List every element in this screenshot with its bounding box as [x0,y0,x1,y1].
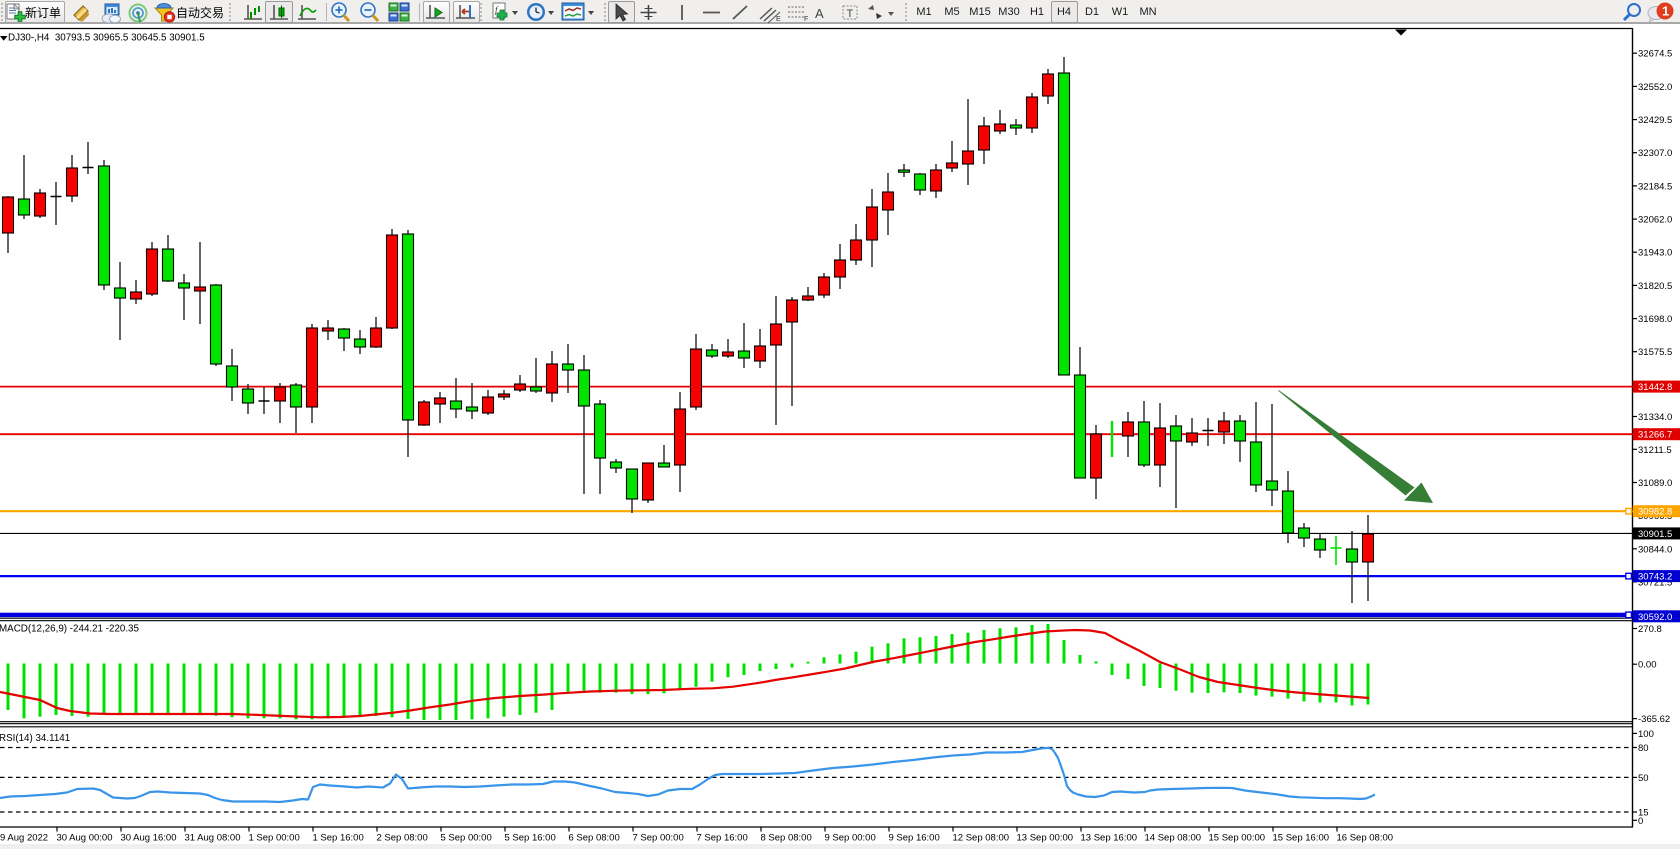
svg-text:31575.5: 31575.5 [1638,347,1672,358]
svg-text:E: E [776,16,781,23]
svg-text:RSI(14) 34.1141: RSI(14) 34.1141 [0,733,70,744]
svg-text:13 Sep 16:00: 13 Sep 16:00 [1081,833,1138,844]
svg-text:f: f [495,5,499,15]
svg-text:15 Sep 00:00: 15 Sep 00:00 [1209,833,1266,844]
svg-text:31089.0: 31089.0 [1638,478,1672,489]
svg-text:30721.5: 30721.5 [1638,577,1672,588]
svg-text:A: A [815,6,824,21]
svg-text:16 Sep 08:00: 16 Sep 08:00 [1337,833,1394,844]
svg-text:32184.5: 32184.5 [1638,181,1672,192]
svg-text:32307.0: 32307.0 [1638,148,1672,159]
svg-text:15: 15 [1638,808,1649,819]
svg-text:T: T [847,8,854,20]
svg-text:30743.2: 30743.2 [1638,572,1672,583]
svg-text:1: 1 [1662,4,1669,19]
svg-text:31334.0: 31334.0 [1638,412,1672,423]
svg-text:1 Sep 00:00: 1 Sep 00:00 [249,833,300,844]
svg-text:9 Sep 16:00: 9 Sep 16:00 [889,833,940,844]
svg-text:15 Sep 16:00: 15 Sep 16:00 [1273,833,1330,844]
svg-text:32552.0: 32552.0 [1638,82,1672,93]
svg-text:9 Sep 00:00: 9 Sep 00:00 [825,833,876,844]
svg-text:31266.7: 31266.7 [1638,430,1672,441]
svg-text:5 Sep 16:00: 5 Sep 16:00 [505,833,556,844]
svg-text:30982.8: 30982.8 [1638,507,1672,518]
svg-text:9 Aug 2022: 9 Aug 2022 [0,833,48,844]
svg-text:5 Sep 00:00: 5 Sep 00:00 [441,833,492,844]
svg-text:32429.5: 32429.5 [1638,115,1672,126]
svg-text:14 Sep 08:00: 14 Sep 08:00 [1145,833,1202,844]
svg-text:2 Sep 08:00: 2 Sep 08:00 [377,833,428,844]
svg-text:-365.62: -365.62 [1638,714,1670,725]
svg-text:7 Sep 00:00: 7 Sep 00:00 [633,833,684,844]
svg-text:31442.8: 31442.8 [1638,382,1672,393]
svg-text:31943.0: 31943.0 [1638,248,1672,259]
svg-text:DJ30-,H4 30793.5 30965.5 3064: DJ30-,H4 30793.5 30965.5 30645.5 30901.5 [8,32,205,43]
svg-text:0.00: 0.00 [1638,660,1657,671]
svg-text:8 Sep 08:00: 8 Sep 08:00 [761,833,812,844]
svg-text:30901.5: 30901.5 [1638,529,1672,540]
svg-text:50: 50 [1638,773,1649,784]
svg-text:30 Aug 00:00: 30 Aug 00:00 [57,833,113,844]
svg-text:31 Aug 08:00: 31 Aug 08:00 [185,833,241,844]
svg-text:30844.0: 30844.0 [1638,544,1672,555]
svg-text:7 Sep 16:00: 7 Sep 16:00 [697,833,748,844]
svg-text:12 Sep 08:00: 12 Sep 08:00 [953,833,1010,844]
svg-text:30 Aug 16:00: 30 Aug 16:00 [121,833,177,844]
svg-text:31820.5: 31820.5 [1638,281,1672,292]
svg-text:270.8: 270.8 [1638,624,1662,635]
svg-text:0: 0 [1638,816,1643,827]
svg-text:1 Sep 16:00: 1 Sep 16:00 [313,833,364,844]
svg-text:31698.0: 31698.0 [1638,314,1672,325]
svg-text:13 Sep 00:00: 13 Sep 00:00 [1017,833,1074,844]
svg-text:31211.5: 31211.5 [1638,445,1672,456]
svg-text:32674.5: 32674.5 [1638,49,1672,60]
svg-text:80: 80 [1638,743,1649,754]
svg-text:30592.0: 30592.0 [1638,612,1672,623]
svg-text:100: 100 [1638,729,1654,740]
svg-text:6 Sep 08:00: 6 Sep 08:00 [569,833,620,844]
svg-text:F: F [804,16,808,23]
svg-text:MACD(12,26,9) -244.21 -220.35: MACD(12,26,9) -244.21 -220.35 [0,624,140,635]
svg-text:32062.0: 32062.0 [1638,215,1672,226]
